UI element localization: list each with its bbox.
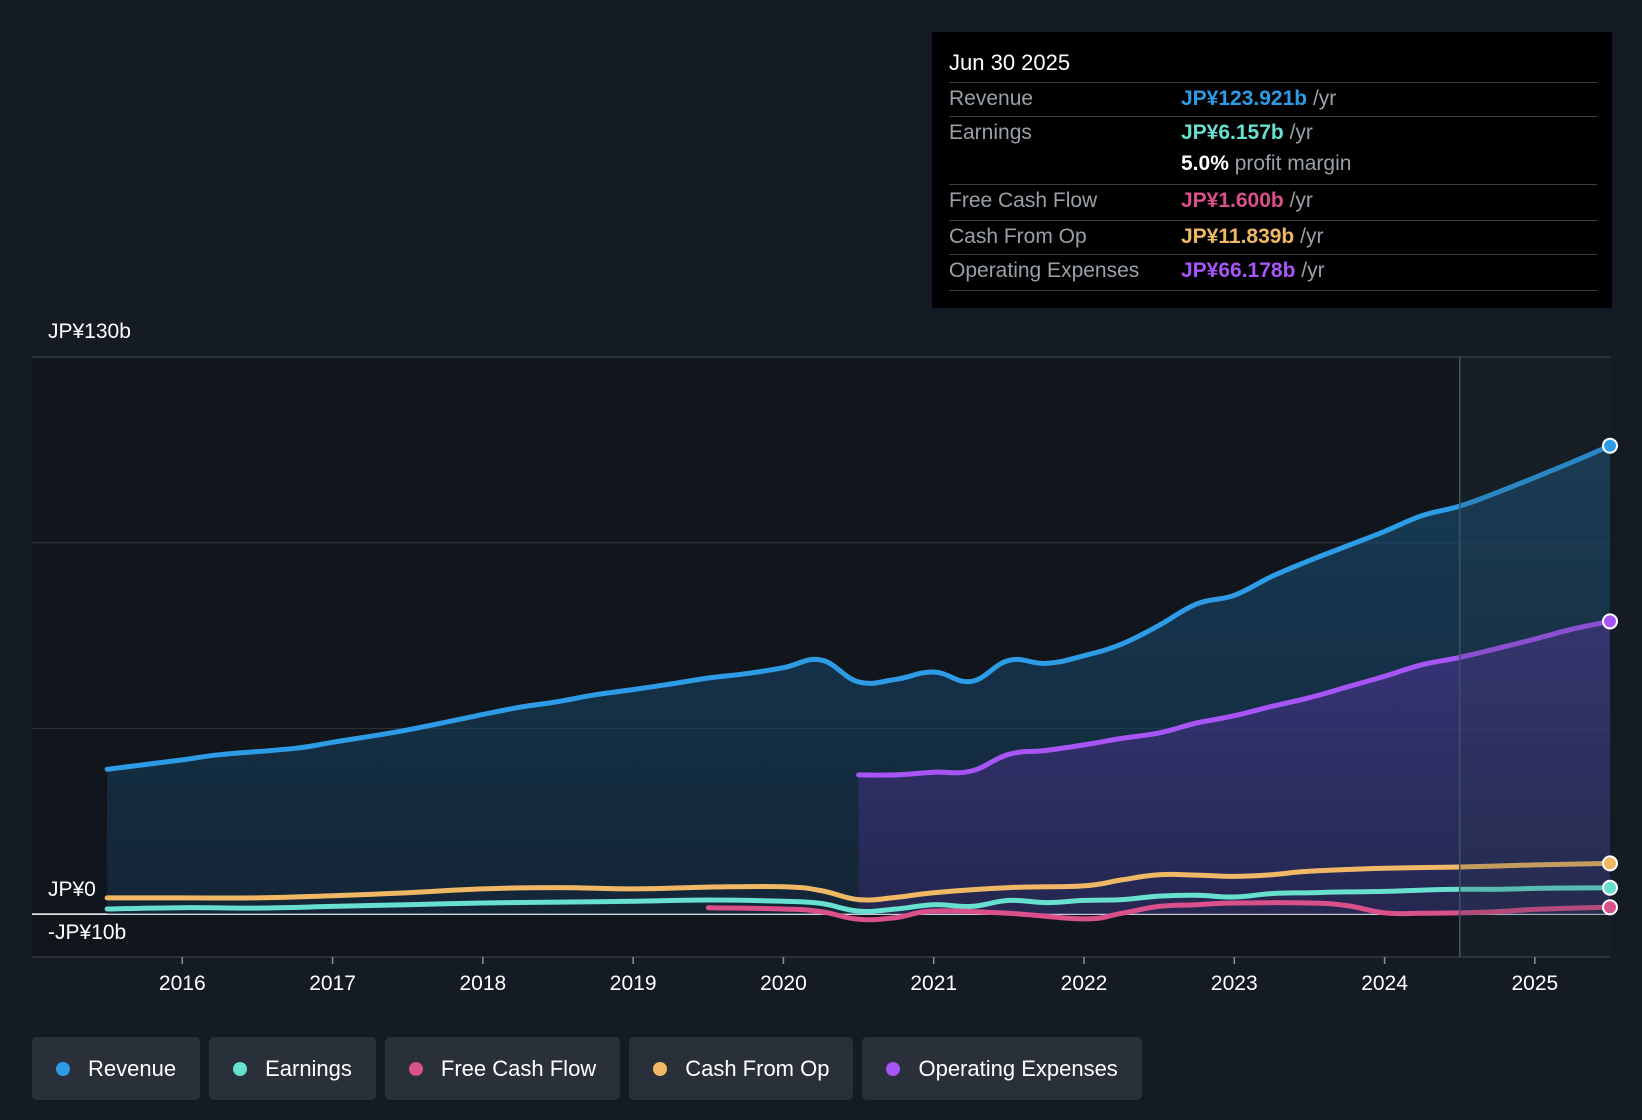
tooltip-unit: /yr <box>1289 189 1313 212</box>
x-tick-label: 2018 <box>459 972 506 995</box>
tooltip-unit: /yr <box>1289 121 1313 144</box>
end-dot-earnings <box>1602 879 1618 896</box>
x-tick-label: 2023 <box>1211 972 1258 995</box>
tooltip-value-earnings: JP¥6.157b <box>1181 121 1284 144</box>
end-dot-free-cash-flow <box>1602 899 1618 916</box>
line-free-cash-flow <box>705 900 1613 923</box>
x-tick-label: 2020 <box>760 972 807 995</box>
tooltip-label: Cash From Op <box>949 225 1087 248</box>
series-lines <box>104 443 1613 923</box>
forecast-region <box>1458 357 1610 957</box>
tooltip-row-margin: 5.0% profit margin <box>949 148 1597 180</box>
tooltip-row-opex: Operating Expenses JP¥66.178b /yr <box>949 254 1597 287</box>
x-tick-label: 2024 <box>1361 972 1408 995</box>
x-tick-label: 2021 <box>910 972 957 995</box>
tooltip-value-cfo: JP¥11.839b <box>1181 225 1295 248</box>
tooltip-unit: /yr <box>1301 259 1325 282</box>
line-earnings <box>104 885 1613 914</box>
legend-label: Revenue <box>88 1055 177 1081</box>
end-dot-cash-from-op <box>1602 855 1618 872</box>
x-tick-label: 2017 <box>309 972 356 995</box>
tooltip-value-margin: 5.0% <box>1181 152 1229 175</box>
tooltip: Jun 30 2025 Revenue JP¥123.921b /yr Earn… <box>932 32 1612 308</box>
tooltip-date: Jun 30 2025 <box>949 50 1071 75</box>
tooltip-value: JP¥11.839b /yr <box>1181 225 1323 249</box>
tooltip-divider <box>949 290 1597 291</box>
area-operating-expenses <box>858 621 1610 915</box>
forecast-shade <box>1459 357 1610 957</box>
tooltip-unit: /yr <box>1312 87 1337 110</box>
tooltip-label: Free Cash Flow <box>949 189 1098 212</box>
tooltip-value: JP¥1.600b /yr <box>1181 189 1313 213</box>
x-tick-label: 2019 <box>610 972 657 995</box>
legend-item-revenue[interactable]: Revenue <box>32 1037 201 1100</box>
legend-dot-icon <box>653 1061 668 1076</box>
x-tick-label: 2016 <box>159 972 206 995</box>
legend-dot-icon <box>56 1061 70 1076</box>
tooltip-value-opex: JP¥66.178b <box>1181 259 1296 282</box>
series-areas <box>107 445 1611 915</box>
tooltip-label: Revenue <box>949 87 1034 110</box>
tooltip-row-fcf: Free Cash Flow JP¥1.600b /yr <box>949 184 1597 217</box>
tooltip-row-earnings: Earnings JP¥6.157b /yr <box>949 116 1597 149</box>
legend-item-free-cash-flow[interactable]: Free Cash Flow <box>384 1037 621 1100</box>
legend-item-cash-from-op[interactable]: Cash From Op <box>629 1037 854 1100</box>
tooltip-unit: profit margin <box>1234 152 1352 175</box>
end-dot-operating-expenses <box>1602 613 1618 630</box>
y-label-zero: JP¥0 <box>48 878 96 901</box>
legend-item-earnings[interactable]: Earnings <box>209 1037 376 1100</box>
tooltip-row-revenue: Revenue JP¥123.921b /yr <box>949 82 1597 115</box>
tooltip-value-fcf: JP¥1.600b <box>1181 189 1284 212</box>
x-axis-ticks: 2016 2017 2018 2019 2020 2021 2022 2023 2024 2025 <box>159 957 1558 995</box>
tooltip-row-cfo: Cash From Op JP¥11.839b /yr <box>949 220 1597 253</box>
legend-label: Operating Expenses <box>918 1055 1118 1081</box>
legend-dot-icon <box>233 1061 248 1076</box>
legend-label: Free Cash Flow <box>440 1055 597 1081</box>
legend-label: Earnings <box>265 1055 352 1081</box>
tooltip-value: JP¥123.921b /yr <box>1181 87 1336 111</box>
x-tick-label: 2022 <box>1061 972 1108 995</box>
y-label-negative: -JP¥10b <box>48 921 127 944</box>
tooltip-label: Operating Expenses <box>949 259 1140 282</box>
x-tick-label: 2025 <box>1511 972 1558 995</box>
line-cash-from-op <box>104 860 1613 903</box>
tooltip-value-revenue: JP¥123.921b <box>1181 87 1308 110</box>
end-dot-revenue <box>1602 437 1618 454</box>
line-revenue <box>104 443 1613 772</box>
legend-dot-icon <box>408 1061 423 1076</box>
legend-item-operating-expenses[interactable]: Operating Expenses <box>862 1037 1142 1100</box>
tooltip-unit: /yr <box>1300 225 1324 248</box>
series-end-dots <box>1602 437 1618 916</box>
tooltip-value: JP¥6.157b /yr <box>1181 121 1313 145</box>
y-label-top: JP¥130b <box>48 320 131 343</box>
tooltip-value: JP¥66.178b /yr <box>1181 259 1325 283</box>
line-operating-expenses <box>856 618 1613 778</box>
legend-dot-icon <box>886 1061 901 1076</box>
legend-label: Cash From Op <box>685 1055 830 1081</box>
legend: Revenue Earnings Free Cash Flow Cash Fro… <box>32 1037 1142 1100</box>
tooltip-value: 5.0% profit margin <box>1181 152 1351 176</box>
tooltip-label: Earnings <box>949 121 1032 144</box>
